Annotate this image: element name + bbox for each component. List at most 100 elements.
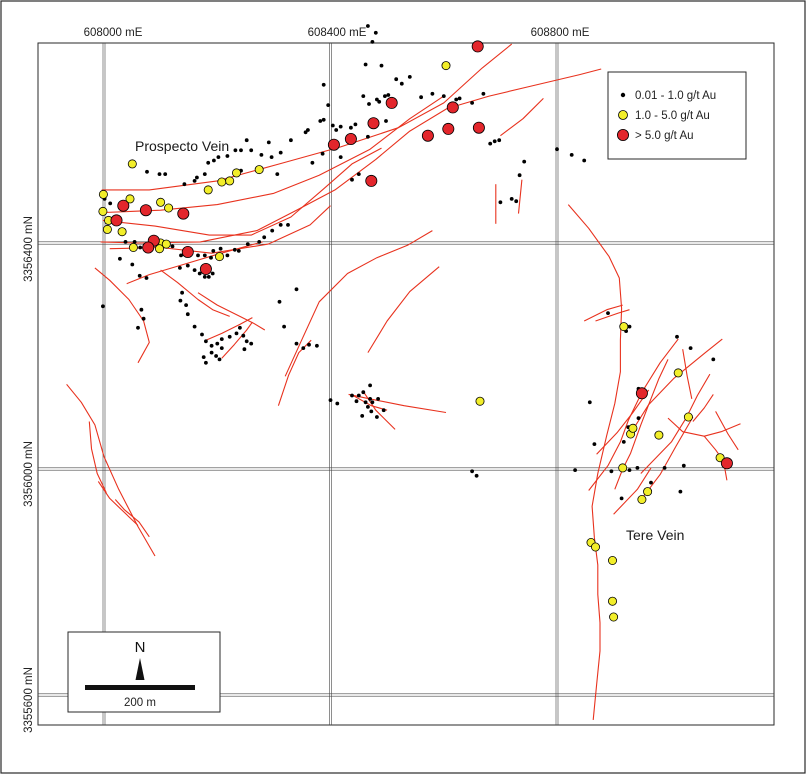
sample-point-high: [181, 245, 194, 258]
sample-point-high: [344, 132, 357, 145]
sample-point-low: [275, 172, 280, 177]
sample-point-mid: [102, 224, 112, 234]
vein-label-prospecto: Prospecto Vein: [135, 138, 229, 154]
sample-point-low: [509, 197, 514, 201]
sample-point-low: [621, 440, 626, 444]
legend-label-mid: 1.0 - 5.0 g/t Au: [635, 110, 710, 122]
vein-trace: [500, 98, 544, 137]
legend-symbol-mid: [618, 110, 628, 120]
sample-point-mid: [254, 165, 264, 175]
sample-point-mid: [637, 494, 647, 504]
sample-point-mid: [654, 430, 664, 440]
vein-trace: [103, 95, 445, 214]
sample-point-low: [399, 81, 404, 86]
sample-point-low: [366, 405, 370, 409]
vein-trace: [114, 499, 150, 538]
sample-point-low: [587, 400, 592, 405]
sample-point-high: [635, 387, 648, 400]
vein-trace: [641, 416, 694, 499]
sample-points: [98, 24, 733, 622]
vein-trace: [596, 389, 650, 455]
sample-point-low: [233, 148, 238, 153]
sample-point-low: [277, 299, 282, 304]
sample-point-low: [232, 247, 237, 252]
sample-point-low: [201, 355, 206, 359]
sample-point-mid: [164, 203, 174, 213]
sample-point-low: [492, 139, 497, 144]
sample-point-low: [244, 138, 249, 143]
sample-point-mid: [98, 189, 108, 199]
vein-trace: [583, 304, 623, 322]
easting-label-608800: 608800 mE: [531, 27, 590, 39]
sample-point-mid: [619, 322, 629, 332]
sample-point-low: [144, 276, 149, 280]
vein-trace: [66, 383, 156, 557]
sample-point-low: [242, 347, 247, 352]
sample-point-low: [636, 416, 641, 420]
easting-label-608000: 608000 mE: [84, 27, 143, 39]
sample-point-low: [321, 117, 326, 122]
sample-point-low: [381, 408, 386, 413]
vein-trace: [94, 267, 150, 364]
sample-point-low: [192, 268, 197, 272]
sample-point-low: [369, 409, 374, 414]
sample-point-low: [182, 182, 187, 187]
sample-point-low: [373, 30, 378, 35]
sample-point-mid: [161, 239, 171, 249]
north-arrow-icon: [135, 658, 145, 680]
sample-point-low: [108, 201, 113, 206]
sample-point-low: [356, 393, 361, 398]
sample-point-low: [488, 141, 493, 146]
sample-point-low: [320, 151, 325, 156]
sample-point-mid: [231, 168, 241, 178]
sample-point-low: [130, 262, 135, 267]
sample-point-low: [394, 77, 399, 82]
vein-trace: [595, 309, 630, 322]
sample-point-mid: [591, 542, 601, 552]
sample-point-low: [315, 343, 319, 348]
sample-point-low: [301, 346, 306, 350]
sample-point-high: [177, 207, 190, 220]
sample-point-low: [219, 346, 224, 350]
sample-point-low: [227, 334, 232, 339]
sample-point-low: [367, 102, 371, 106]
sample-point-low: [497, 138, 502, 143]
legend: 0.01 - 1.0 g/t Au 1.0 - 5.0 g/t Au > 5.0…: [607, 71, 747, 160]
sample-point-low: [582, 158, 587, 163]
vein-trace: [88, 421, 107, 493]
sample-point-low: [286, 223, 290, 227]
sample-point-high: [421, 129, 434, 142]
sample-point-low: [353, 122, 358, 127]
sample-point-low: [197, 271, 202, 276]
sample-point-low: [206, 275, 211, 279]
sample-point-low: [303, 130, 308, 135]
sample-point-low: [141, 316, 146, 321]
sample-point-low: [522, 159, 527, 164]
sample-point-low: [678, 489, 683, 494]
sample-point-low: [609, 469, 614, 474]
sample-point-low: [419, 95, 423, 100]
sample-point-low: [555, 147, 559, 152]
vein-trace: [348, 393, 447, 414]
sample-point-low: [262, 235, 267, 240]
sample-point-low: [350, 177, 354, 182]
sample-point-low: [249, 341, 254, 346]
sample-point-low: [184, 303, 189, 307]
northing-label-3356400: 3356400 mN: [23, 216, 35, 282]
sample-point-low: [202, 172, 207, 177]
sample-point-low: [282, 324, 286, 329]
sample-point-low: [202, 253, 207, 258]
sample-point-low: [377, 99, 382, 104]
sample-point-low: [375, 415, 379, 419]
sample-point-low: [123, 240, 128, 244]
sample-point-low: [225, 154, 230, 158]
sample-point-low: [210, 271, 215, 276]
sample-point-low: [354, 399, 359, 404]
sample-point-high: [199, 262, 212, 275]
sample-point-high: [365, 174, 378, 187]
sample-point-mid: [156, 197, 166, 207]
vein-trace: [102, 147, 382, 236]
vein-trace: [221, 321, 253, 359]
sample-point-low: [214, 354, 219, 358]
